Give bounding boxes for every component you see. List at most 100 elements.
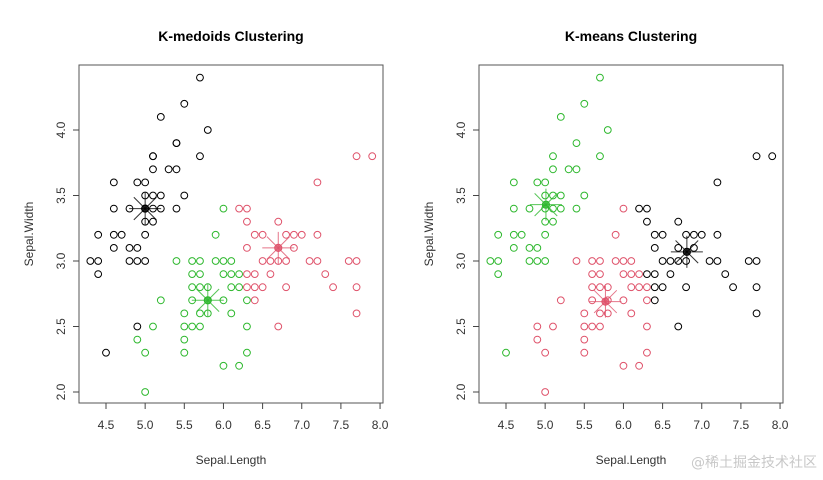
data-point-cluster-1 (109, 230, 118, 239)
data-point-cluster-1 (549, 217, 557, 226)
x-tick-label: 8.0 (772, 418, 789, 432)
x-tick-label: 4.5 (498, 418, 515, 432)
data-point-cluster-2 (580, 348, 589, 357)
data-point-cluster-3 (243, 270, 251, 279)
data-point-cluster-2 (180, 348, 189, 357)
data-point-cluster-3 (650, 296, 659, 305)
data-point-cluster-3 (243, 217, 251, 226)
data-point-cluster-3 (250, 283, 259, 292)
data-point-cluster-2 (588, 283, 597, 292)
scatter-points (486, 73, 777, 396)
x-tick-label: 7.5 (333, 418, 350, 432)
data-point-cluster-3 (352, 152, 361, 161)
center-marker-medoid-2 (191, 284, 224, 317)
y-tick-label: 3.0 (54, 252, 68, 269)
data-point-cluster-3 (658, 230, 667, 239)
y-tick-label: 2.0 (454, 383, 468, 400)
data-point-cluster-2 (156, 296, 165, 305)
data-point-cluster-1 (125, 244, 134, 252)
data-point-cluster-1 (109, 244, 118, 252)
data-point-cluster-3 (344, 257, 353, 265)
data-point-cluster-3 (250, 296, 259, 305)
data-point-cluster-1 (509, 244, 518, 252)
center-marker-centroid-2 (589, 285, 622, 318)
data-point-cluster-1 (517, 230, 526, 239)
data-point-cluster-1 (556, 191, 565, 200)
data-point-cluster-3 (658, 283, 667, 292)
data-point-cluster-2 (235, 270, 244, 279)
data-point-cluster-3 (282, 230, 290, 239)
data-point-cluster-2 (196, 257, 204, 265)
data-point-cluster-1 (156, 113, 165, 121)
data-point-cluster-2 (541, 388, 550, 396)
data-point-cluster-1 (149, 191, 157, 200)
data-point-cluster-1 (196, 152, 204, 161)
data-point-cluster-1 (549, 204, 557, 213)
data-point-cluster-2 (149, 322, 157, 331)
data-point-cluster-2 (580, 309, 589, 318)
data-point-cluster-3 (352, 309, 361, 318)
data-point-cluster-1 (541, 191, 550, 200)
data-point-cluster-1 (541, 217, 550, 226)
data-point-cluster-2 (211, 230, 220, 239)
data-point-cluster-3 (258, 257, 267, 265)
data-point-cluster-3 (643, 217, 651, 226)
data-point-cluster-1 (117, 230, 126, 239)
data-point-cluster-1 (86, 257, 95, 265)
data-point-cluster-2 (635, 270, 644, 279)
data-point-cluster-2 (643, 348, 651, 357)
data-point-cluster-3 (650, 283, 659, 292)
data-point-cluster-3 (682, 283, 690, 292)
data-point-cluster-1 (596, 152, 604, 161)
data-point-cluster-1 (94, 257, 103, 265)
x-tick-label: 6.0 (615, 418, 632, 432)
y-axis-label: Sepal.Width (422, 202, 436, 267)
data-point-cluster-2 (541, 348, 550, 357)
y-tick-label: 2.0 (54, 383, 68, 400)
data-point-cluster-3 (752, 257, 761, 265)
x-tick-label: 7.5 (733, 418, 750, 432)
data-point-cluster-3 (650, 270, 659, 279)
data-point-cluster-1 (509, 178, 518, 187)
data-point-cluster-2 (219, 270, 228, 279)
data-point-cluster-2 (611, 230, 620, 239)
data-point-cluster-3 (282, 257, 290, 265)
data-point-cluster-1 (564, 165, 573, 174)
data-point-cluster-1 (572, 139, 581, 148)
data-point-cluster-1 (541, 178, 550, 187)
kmeans-panel: K-means Clustering 4.5 5.0 5.5 6.0 6.5 7.0 7.5… (422, 28, 789, 467)
data-point-cluster-2 (635, 283, 644, 292)
data-point-cluster-2 (619, 204, 628, 213)
x-tick-label: 7.0 (693, 418, 710, 432)
plot-frame (478, 64, 784, 404)
data-point-cluster-3 (243, 204, 251, 213)
data-point-cluster-2 (588, 257, 597, 265)
data-point-cluster-3 (752, 152, 761, 161)
data-point-cluster-2 (196, 283, 204, 292)
data-point-cluster-3 (313, 257, 322, 265)
data-point-cluster-2 (219, 361, 228, 370)
data-point-cluster-2 (627, 283, 636, 292)
data-point-cluster-2 (588, 270, 597, 279)
plot-frame (78, 64, 384, 404)
data-point-cluster-3 (752, 283, 761, 292)
data-point-cluster-1 (94, 270, 103, 279)
data-point-cluster-1 (109, 178, 118, 187)
data-point-cluster-1 (133, 244, 142, 252)
data-point-cluster-1 (549, 165, 557, 174)
x-axis: 4.5 5.0 5.5 6.0 6.5 7.0 7.5 8.0 (98, 403, 389, 432)
data-point-cluster-1 (533, 257, 542, 265)
chart-title: K-medoids Clustering (158, 28, 303, 44)
data-point-cluster-1 (556, 113, 565, 121)
data-point-cluster-1 (525, 204, 534, 213)
data-point-cluster-3 (290, 230, 298, 239)
data-point-cluster-2 (627, 257, 636, 265)
data-point-cluster-1 (541, 230, 550, 239)
x-tick-label: 5.5 (176, 418, 193, 432)
data-point-cluster-3 (713, 178, 722, 187)
data-point-cluster-1 (525, 244, 534, 252)
data-point-cluster-2 (611, 257, 620, 265)
data-point-cluster-3 (274, 217, 283, 226)
y-axis: 2.0 2.5 3.0 3.5 4.0 (454, 121, 479, 400)
